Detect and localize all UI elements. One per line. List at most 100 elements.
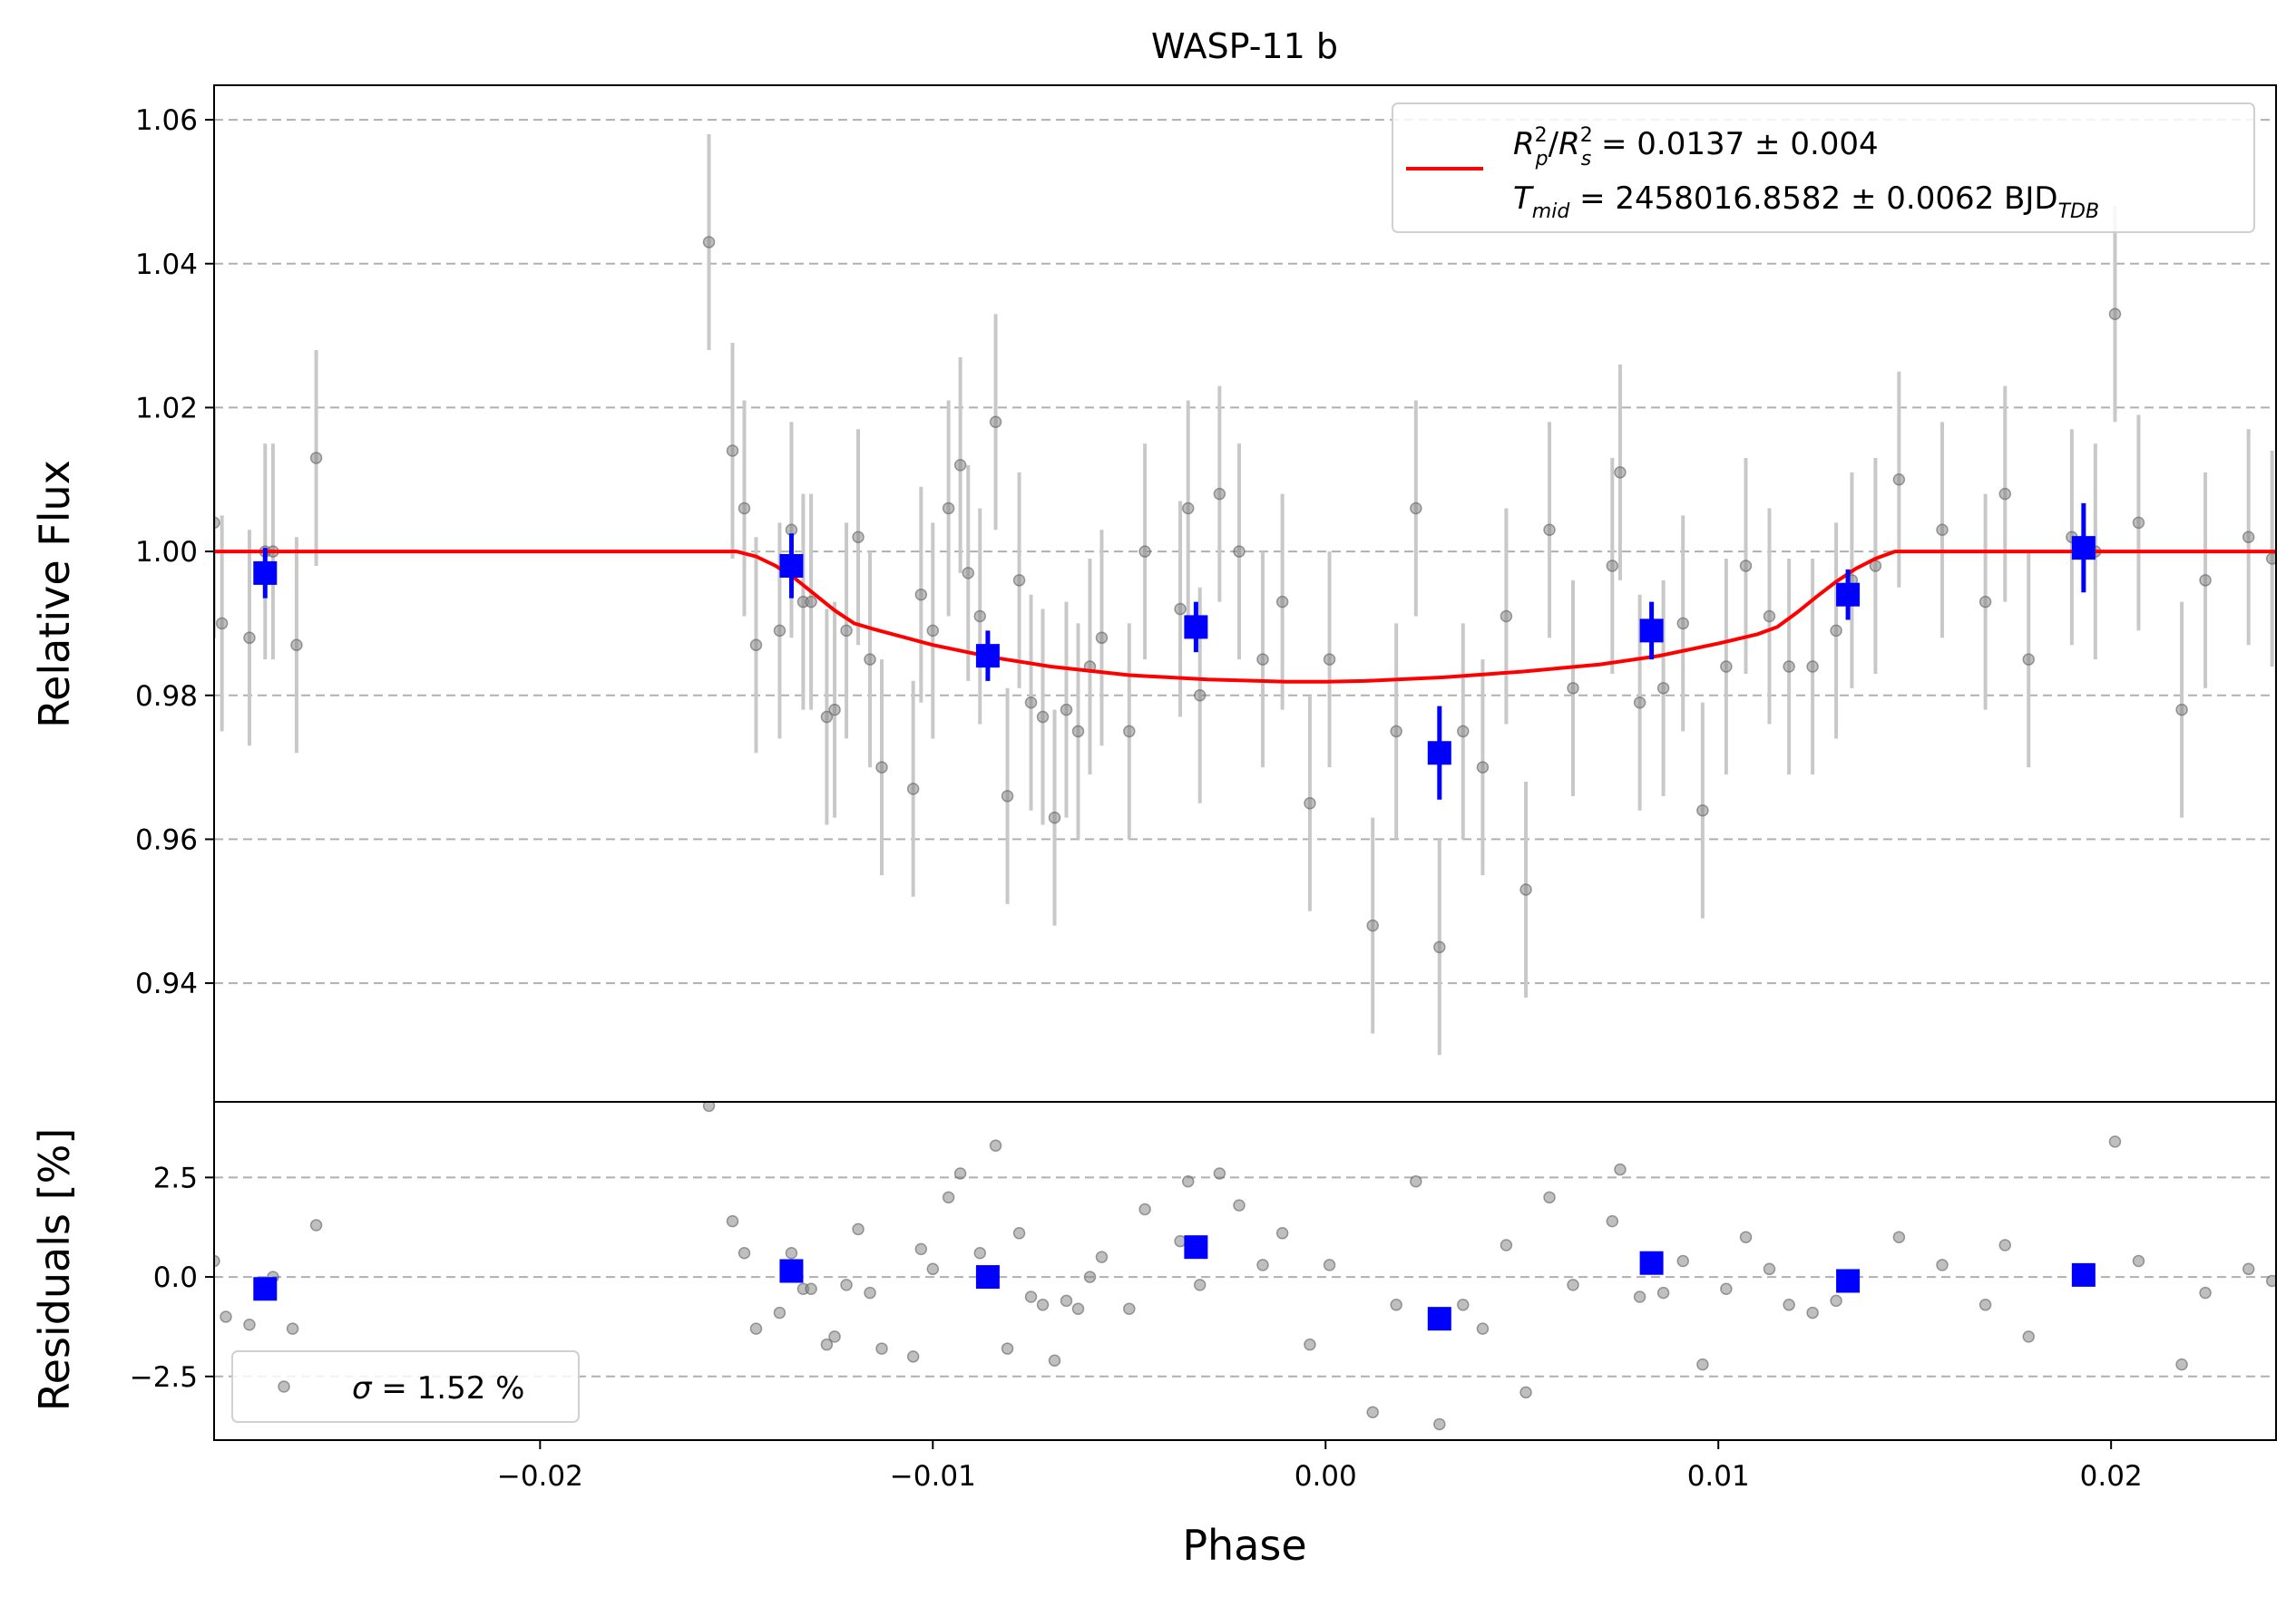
legend-residual-marker xyxy=(278,1380,290,1393)
binned-residual-point xyxy=(1639,1251,1664,1275)
legend-radius-ratio-label: R2 p/R2 s = 0.0137 ± 0.004 xyxy=(1513,124,1879,170)
raw-point xyxy=(214,516,220,530)
raw-point xyxy=(1543,523,1556,537)
raw-point xyxy=(1806,660,1819,673)
raw-point xyxy=(1457,725,1470,738)
raw-residual-point xyxy=(726,1214,739,1228)
raw-residual-point xyxy=(1323,1259,1336,1271)
x-tick-label: −0.01 xyxy=(890,1460,976,1493)
raw-residual-point xyxy=(1095,1251,1109,1263)
x-tick-label: 0.00 xyxy=(1295,1460,1357,1493)
raw-point xyxy=(926,624,940,638)
raw-residual-point xyxy=(1457,1299,1470,1311)
raw-point xyxy=(1138,545,1151,558)
raw-residual-point xyxy=(1656,1286,1670,1300)
raw-residual-point xyxy=(1036,1299,1050,1311)
binned-point xyxy=(253,560,278,585)
raw-point xyxy=(1048,811,1061,824)
raw-residual-point xyxy=(989,1139,1002,1153)
raw-residual-point xyxy=(785,1247,798,1260)
raw-residual-point xyxy=(773,1306,787,1319)
binned-point xyxy=(1427,741,1451,765)
raw-point xyxy=(989,415,1002,429)
raw-residual-point xyxy=(840,1279,853,1291)
raw-point xyxy=(942,501,955,515)
raw-residual-point xyxy=(1739,1231,1753,1243)
raw-residual-point xyxy=(1892,1231,1906,1243)
binned-point xyxy=(779,553,804,578)
raw-point xyxy=(702,236,716,248)
raw-residual-point xyxy=(852,1222,865,1236)
raw-residual-point xyxy=(220,1310,232,1323)
binned-residual-point xyxy=(1184,1235,1208,1260)
raw-residual-point xyxy=(820,1338,834,1351)
raw-point xyxy=(1366,919,1379,932)
raw-point xyxy=(1024,696,1038,709)
raw-point xyxy=(1676,617,1689,630)
top-y-tick-label: 1.04 xyxy=(135,248,198,281)
raw-point xyxy=(1633,696,1646,709)
raw-residual-point xyxy=(914,1242,928,1256)
raw-point xyxy=(1181,501,1195,515)
binned-residual-point xyxy=(2071,1262,2096,1287)
raw-point xyxy=(1476,761,1490,774)
raw-residual-point xyxy=(973,1247,987,1260)
bottom-y-tick-label: −2.5 xyxy=(130,1361,198,1394)
raw-residual-point xyxy=(1476,1322,1490,1335)
raw-residual-point xyxy=(2022,1330,2035,1343)
raw-point xyxy=(1892,473,1906,486)
raw-point xyxy=(1123,725,1136,738)
raw-point xyxy=(1001,790,1014,803)
raw-point xyxy=(1763,609,1776,623)
raw-point xyxy=(973,609,987,623)
bottom-y-tick-label: 2.5 xyxy=(153,1162,198,1194)
raw-residual-point xyxy=(738,1247,751,1260)
binned-point xyxy=(1836,582,1861,607)
raw-residual-point xyxy=(1998,1239,2012,1251)
legend-sigma-label: σ = 1.52 % xyxy=(352,1370,524,1407)
raw-point xyxy=(1323,653,1336,666)
raw-point xyxy=(1606,560,1619,572)
raw-point xyxy=(828,703,841,716)
raw-residual-point xyxy=(1614,1163,1627,1176)
raw-residual-point xyxy=(1123,1302,1136,1315)
top-y-tick-label: 0.94 xyxy=(135,968,198,1000)
raw-point xyxy=(1739,560,1753,572)
raw-residual-point xyxy=(702,1102,716,1113)
raw-point xyxy=(1012,574,1026,587)
raw-residual-point xyxy=(1606,1214,1619,1228)
raw-point xyxy=(1410,501,1422,515)
raw-residual-point xyxy=(286,1322,299,1335)
raw-point xyxy=(2132,516,2145,530)
raw-point xyxy=(914,588,928,601)
raw-point xyxy=(840,624,853,638)
raw-point xyxy=(962,567,975,579)
binned-point xyxy=(975,644,1000,668)
top-y-tick-label: 1.00 xyxy=(135,536,198,569)
raw-point xyxy=(906,783,920,795)
binned-point xyxy=(1639,618,1664,643)
raw-residual-point xyxy=(1181,1175,1195,1188)
raw-residual-point xyxy=(2175,1358,2188,1371)
raw-residual-point xyxy=(1390,1299,1402,1311)
binned-point xyxy=(1184,615,1208,639)
top-legend-box xyxy=(1392,102,2255,233)
raw-point xyxy=(1500,609,1513,623)
raw-point xyxy=(1567,682,1579,695)
raw-point xyxy=(1213,487,1226,501)
raw-residual-point xyxy=(1543,1191,1556,1204)
raw-point xyxy=(1936,523,1949,537)
raw-point xyxy=(1071,725,1085,738)
top-legend: R2 p/R2 s = 0.0137 ± 0.004 Tmid = 2458016.… xyxy=(1392,102,2255,233)
raw-point xyxy=(875,761,888,774)
raw-point xyxy=(2108,307,2122,321)
raw-residual-point xyxy=(1012,1227,1026,1240)
bottom-y-axis-title: Residuals [%] xyxy=(30,1128,79,1411)
transit-model-line xyxy=(214,550,2276,684)
raw-point xyxy=(1095,631,1109,645)
raw-point xyxy=(953,459,967,472)
raw-point xyxy=(1193,689,1207,702)
raw-point xyxy=(309,452,323,464)
raw-residual-point xyxy=(953,1167,967,1180)
raw-point xyxy=(1304,797,1316,810)
